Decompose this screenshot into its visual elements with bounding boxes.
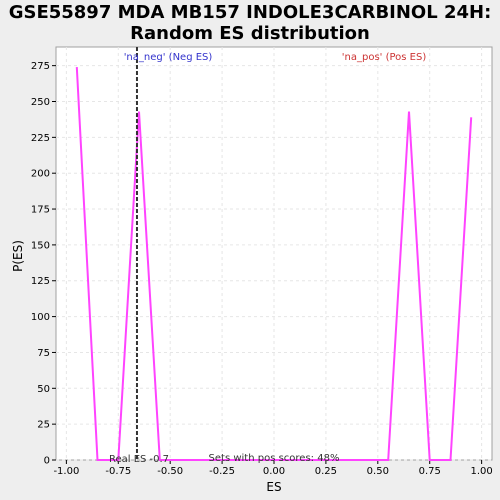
pos-es-label: 'na_pos' (Pos ES) [342,52,427,63]
x-tick-label: -0.50 [157,466,183,477]
x-tick-label: 0.00 [263,466,285,477]
y-tick-label: 275 [31,61,50,72]
y-tick-label: 225 [31,133,50,144]
series-layer [75,67,473,461]
chart-title-line-2: Random ES distribution [130,23,370,44]
x-axis-label: ES [266,480,281,494]
y-tick-label: 250 [31,97,50,108]
axes: 0 25 50 75 100 125 150 175 200 225 250 275 -1.00 -0.7… [31,61,493,477]
y-tick-label: 0 [44,456,50,467]
x-tick-label: -1.00 [53,466,79,477]
real-es-label: Real ES -0.7 [109,454,169,465]
x-tick-label: 0.50 [367,466,389,477]
chart-title: GSE55897 MDA MB157 INDOLE3CARBINOL 24H: … [0,2,500,44]
x-tick-label: -0.25 [209,466,235,477]
x-tick-label: -0.75 [105,466,131,477]
y-tick-label: 50 [37,384,50,395]
neg-es-label: 'na_neg' (Neg ES) [124,52,213,63]
y-tick-label: 100 [31,312,50,323]
chart-title-line-1: GSE55897 MDA MB157 INDOLE3CARBINOL 24H: [8,2,492,23]
y-axis-label: P(ES) [11,240,25,272]
annotations: 'na_neg' (Neg ES) 'na_pos' (Pos ES) Real E… [109,47,426,465]
footer-label: Sets with pos scores: 48% [209,453,340,464]
series-line [75,67,473,461]
y-tick-label: 175 [31,205,50,216]
y-tick-label: 75 [37,348,50,359]
y-tick-label: 200 [31,169,50,180]
y-tick-label: 125 [31,276,50,287]
x-tick-label: 1.00 [470,466,492,477]
y-tick-label: 25 [37,420,50,431]
x-tick-label: 0.75 [419,466,441,477]
y-tick-label: 150 [31,240,50,251]
x-tick-label: 0.25 [315,466,337,477]
